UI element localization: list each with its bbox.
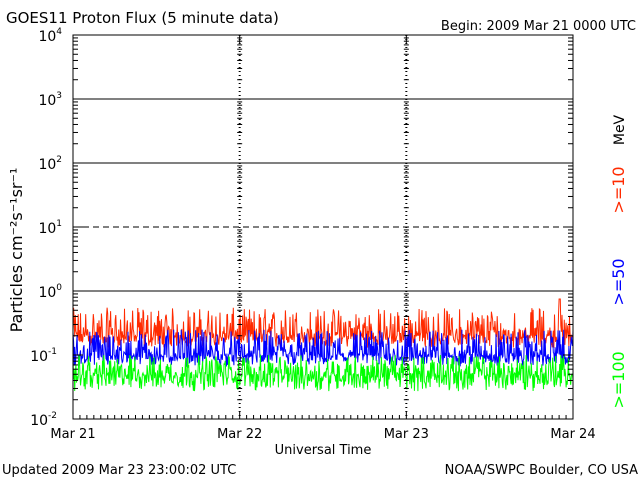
series-line-ge50 bbox=[72, 329, 574, 367]
begin-label: Begin: 2009 Mar 21 0000 UTC bbox=[441, 19, 636, 34]
legend-entry: >=100 bbox=[609, 351, 628, 408]
x-tick-label: Mar 22 bbox=[217, 427, 262, 442]
chart-title: GOES11 Proton Flux (5 minute data) bbox=[6, 9, 279, 27]
legend-entry: >=10 bbox=[609, 166, 628, 213]
series-line-ge100 bbox=[72, 354, 574, 392]
axes: 10-2 10-1 100 101 102 103 104 Mar 21 Mar 22 Mar 2… bbox=[30, 27, 595, 442]
x-tick-label: Mar 21 bbox=[50, 427, 95, 442]
x-tick-label: Mar 24 bbox=[550, 427, 595, 442]
data-traces bbox=[72, 298, 574, 392]
y-tick-label: 100 bbox=[38, 283, 62, 301]
y-tick-label: 101 bbox=[38, 219, 62, 237]
data-source: NOAA/SWPC Boulder, CO USA bbox=[445, 463, 638, 478]
legend-entry: >=50 bbox=[609, 258, 628, 305]
x-axis-label: Universal Time bbox=[275, 443, 372, 458]
updated-timestamp: Updated 2009 Mar 23 23:00:02 UTC bbox=[2, 463, 236, 478]
y-tick-label: 102 bbox=[38, 155, 62, 173]
series-line-ge10 bbox=[72, 298, 574, 348]
y-axis-label: Particles cm⁻²s⁻¹sr⁻¹ bbox=[7, 168, 26, 333]
y-tick-label: 10-2 bbox=[30, 411, 57, 429]
y-tick-label: 103 bbox=[38, 91, 62, 109]
y-tick-label: 104 bbox=[38, 27, 62, 45]
unit-label: MeV bbox=[612, 114, 628, 145]
y-tick-label: 10-1 bbox=[30, 347, 57, 365]
x-tick-label: Mar 23 bbox=[384, 427, 429, 442]
legend: MeV >=10 >=50 >=100 bbox=[609, 114, 628, 408]
